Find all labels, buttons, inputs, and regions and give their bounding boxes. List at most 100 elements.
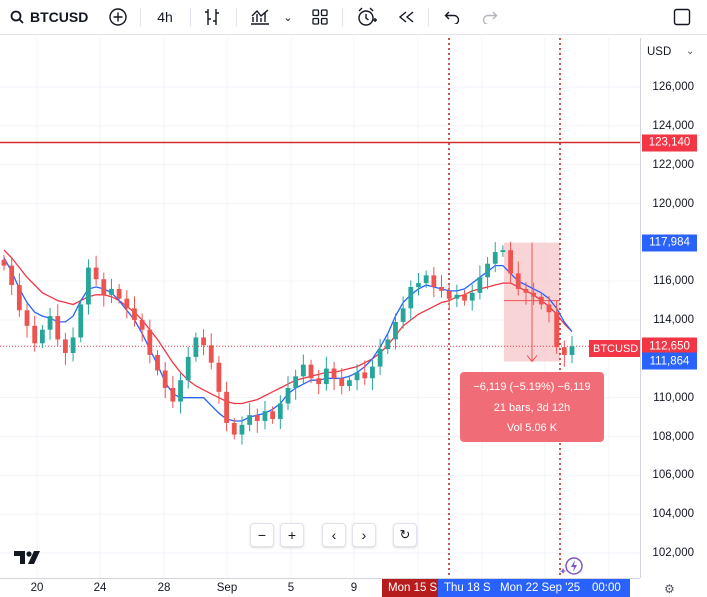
toolbar-divider [190,8,191,26]
interval-button[interactable]: 4h [152,4,178,30]
candle-body [39,329,45,344]
zoom-in-button[interactable]: + [280,523,304,547]
candle-body [116,288,122,299]
scroll-controls: ‹ › [322,523,376,547]
candle-body [270,411,276,420]
candle-body [523,288,529,293]
candle-body [239,424,245,435]
top-toolbar: BTCUSD 4h ⌄ [0,0,707,35]
zoom-out-button[interactable]: − [250,523,274,547]
candle-body [370,366,375,379]
lightning-button[interactable] [559,556,586,581]
candle-body [485,263,490,278]
candle-body [170,387,176,402]
measure-arrow-icon [526,355,538,363]
redo-button[interactable] [478,4,502,30]
candle-body [316,378,322,385]
candle-body [308,364,314,379]
time-axis[interactable]: 20 24 28 Sep 5 9 Mon 15 S Thu 18 S Mon 2… [0,578,640,597]
candle-body [446,290,452,299]
candle-body [185,356,191,381]
measure-change: −6,119 (−5.19%) −6,119 [473,381,591,393]
candle-body [93,267,99,280]
candle-body [469,292,475,301]
candle-body [16,285,22,311]
current-price-badge: 112,650 [642,337,697,355]
candle-body [101,279,107,295]
chevron-down-icon[interactable]: ⌄ [686,46,695,57]
settings-gear-icon[interactable]: ⚙ [664,582,675,596]
alert-price-badge: 123,140 [642,134,697,152]
replay-button[interactable] [394,4,418,30]
symbol-label: BTCUSD [30,9,89,25]
undo-button[interactable] [440,4,464,30]
price-axis[interactable]: USD ⌄ 126,000 124,000 122,000 120,000 116,00… [640,38,707,578]
candle-body [431,275,437,287]
candle-body [231,422,237,435]
symbol-search[interactable]: BTCUSD [10,4,88,30]
time-label: Sep [216,582,238,594]
chevron-down-icon: ⌄ [283,11,293,24]
scroll-right-button[interactable]: › [352,523,376,547]
candle-body [393,321,398,340]
candle-body [515,273,521,289]
toolbar-divider [342,8,343,26]
candle-body [385,339,391,350]
candle-body [139,320,145,330]
candles-icon [205,9,219,25]
add-symbol-icon [109,8,127,26]
layout-button[interactable] [308,4,332,30]
reset-chart-button[interactable]: ↻ [393,523,417,547]
candle-body [216,362,222,392]
fullscreen-button[interactable] [670,4,694,30]
bar-style-button[interactable] [200,4,224,30]
time-badge-clock: 00:00 [586,579,630,597]
candle-body [109,288,114,295]
price-label: 106,000 [652,469,694,482]
minus-icon: − [257,527,267,543]
zoom-controls: − + [250,523,304,547]
candle-body [224,391,229,423]
time-label: 24 [93,582,107,594]
chevron-right-icon: › [361,527,367,543]
alert-button[interactable] [354,4,380,30]
candle-body [132,308,137,320]
candle-body [201,337,206,346]
currency-label[interactable]: USD [647,46,672,58]
candle-body [500,250,506,253]
candle-body [492,252,498,264]
candle-body [538,296,544,305]
plus-icon: + [287,527,297,543]
refresh-icon: ↻ [399,527,411,542]
rewind-icon [398,11,414,23]
price-label: 108,000 [652,430,694,443]
candle-body [86,267,91,305]
price-label: 126,000 [652,81,694,93]
measure-volume: Vol 5.06 K [506,422,558,434]
price-label: 114,000 [653,314,694,326]
candle-body [24,310,30,326]
price-label: 120,000 [652,197,694,210]
scroll-left-button[interactable]: ‹ [322,523,346,547]
candle-body [124,298,130,309]
candle-body [531,292,537,297]
candle-body [362,372,368,379]
candle-body [323,368,329,385]
compare-button[interactable] [106,4,130,30]
candle-body [78,304,84,338]
candle-body [208,345,214,363]
indicators-button[interactable] [248,4,272,30]
price-chart[interactable] [0,38,640,578]
indicators-dropdown[interactable]: ⌄ [280,4,296,30]
price-label: 122,000 [652,158,694,171]
price-label: 104,000 [652,508,694,521]
toolbar-divider [236,8,237,26]
crosshair-time-badge: Thu 18 S [438,579,500,597]
candle-body [293,376,299,388]
candle-body [63,339,68,354]
candle-body [155,354,160,371]
measure-tooltip: −6,119 (−5.19%) −6,119 21 bars, 3d 12h V… [460,372,604,442]
candle-body [416,283,421,287]
time-label: 28 [157,582,171,594]
candle-body [339,378,345,387]
